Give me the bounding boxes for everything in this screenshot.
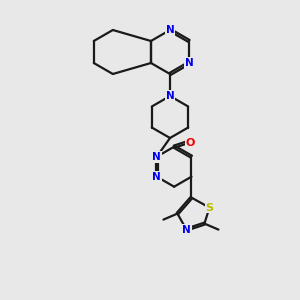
Text: N: N	[166, 91, 174, 101]
Text: N: N	[182, 225, 191, 235]
Text: N: N	[152, 172, 161, 182]
Text: S: S	[206, 202, 213, 213]
Text: N: N	[185, 58, 194, 68]
Text: N: N	[166, 25, 174, 35]
Text: O: O	[185, 138, 195, 148]
Text: N: N	[152, 152, 161, 162]
